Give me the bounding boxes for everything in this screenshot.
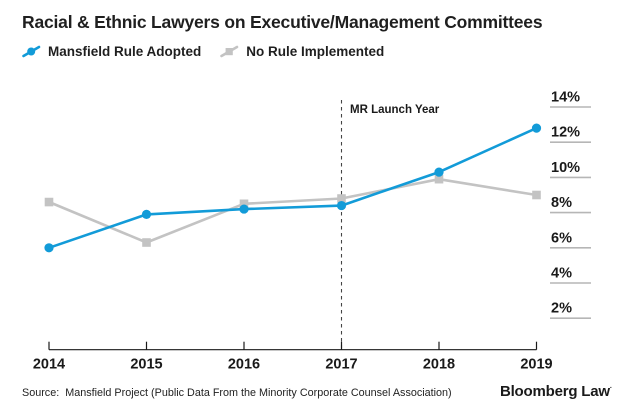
mansfield-rule-adopted-line <box>47 126 538 250</box>
legend-label-mansfield: Mansfield Rule Adopted <box>48 44 202 59</box>
mansfield-rule-adopted-point-2017 <box>336 200 347 211</box>
line-chart: 2% 4% 6% 8% 10% 12% 14% MR Launch Year 2014 2015 2… <box>33 90 591 373</box>
y-tick-label: 10% <box>551 160 580 176</box>
x-tick-label: 2017 <box>325 357 357 373</box>
source-note: Source: Mansfield Project (Public Data F… <box>22 387 452 399</box>
mansfield-rule-adopted-point-2018 <box>434 167 444 177</box>
legend: Mansfield Rule Adopted No Rule Implement… <box>22 44 384 59</box>
legend-item-no-rule-implemented: No Rule Implemented <box>220 44 384 59</box>
chart-title: Racial & Ethnic Lawyers on Executive/Man… <box>22 12 543 32</box>
y-tick-label: 6% <box>551 230 572 246</box>
y-tick-label: 2% <box>551 301 572 317</box>
bloomberg-law-wordmark: Bloomberg Law <box>499 383 610 400</box>
chart-area: 2% 4% 6% 8% 10% 12% 14% MR Launch Year 2014 2015 2… <box>0 86 633 382</box>
y-tick-label: 8% <box>551 195 572 211</box>
mansfield-rule-adopted-point-2014 <box>44 243 54 253</box>
trademark-mark: · <box>609 385 612 392</box>
no-rule-implemented-point-2017 <box>337 194 346 203</box>
no-rule-implemented-point-2016 <box>239 199 249 209</box>
legend-label-no-rule: No Rule Implemented <box>246 44 385 59</box>
y-tick-label: 12% <box>551 125 580 141</box>
mansfield-rule-adopted-point-2019 <box>531 123 542 133</box>
y-tick-label: 14% <box>551 90 580 106</box>
mansfield-series-marker-icon <box>22 44 41 59</box>
no-rule-series-marker-icon <box>220 44 239 59</box>
x-tick-label: 2014 <box>33 357 65 373</box>
mansfield-rule-adopted-point-2016 <box>239 204 249 214</box>
no-rule-implemented-line <box>47 177 538 244</box>
no-rule-implemented-point-2014 <box>44 197 54 207</box>
mr-launch-label: MR Launch Year <box>350 104 440 116</box>
mansfield-rule-adopted-point-2015 <box>141 209 152 219</box>
x-tick-label: 2015 <box>130 357 162 373</box>
x-tick-label: 2018 <box>423 357 455 373</box>
y-tick-label: 4% <box>551 266 572 282</box>
no-rule-implemented-point-2015 <box>142 238 151 247</box>
no-rule-implemented-point-2018 <box>434 174 444 184</box>
no-rule-implemented-point-2019 <box>532 190 541 200</box>
x-tick-label: 2016 <box>228 357 260 373</box>
x-tick-label: 2019 <box>520 357 552 373</box>
legend-item-mansfield-rule-adopted: Mansfield Rule Adopted <box>22 44 201 59</box>
bloomberg-law-logo: Bloomberg Law· <box>500 383 612 400</box>
